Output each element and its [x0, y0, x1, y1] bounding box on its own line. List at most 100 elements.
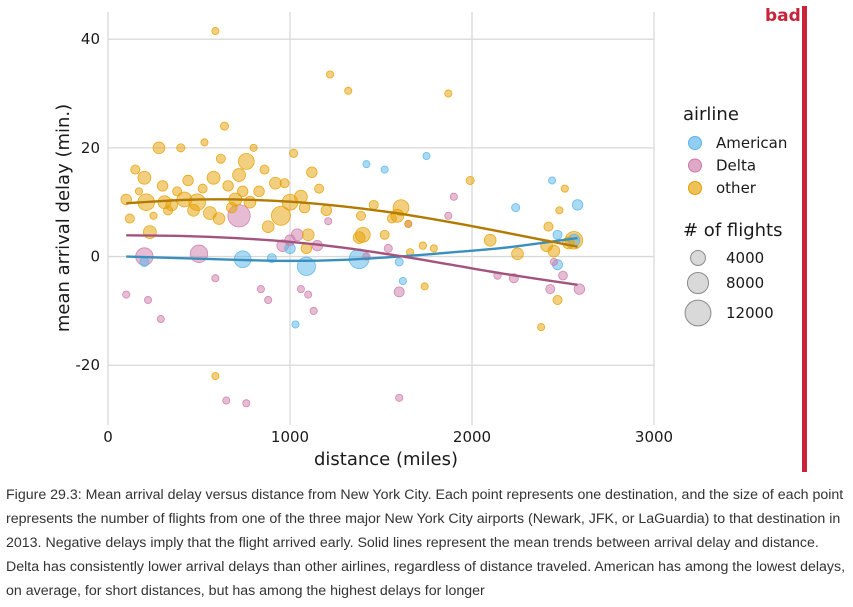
point-delta	[284, 234, 296, 246]
point-other	[444, 89, 453, 98]
point-delta	[395, 393, 404, 402]
y-tick-label: 0	[90, 248, 100, 266]
point-other	[465, 175, 475, 185]
point-other	[222, 180, 234, 192]
point-other	[511, 247, 524, 261]
legend-size-label: 4000	[726, 249, 764, 267]
point-other	[211, 27, 220, 36]
point-delta	[144, 296, 153, 305]
point-delta	[558, 270, 568, 281]
point-delta	[256, 285, 265, 294]
point-other	[352, 231, 366, 244]
point-other	[279, 178, 290, 189]
point-other	[429, 244, 438, 253]
point-other	[206, 170, 221, 185]
point-other	[156, 180, 169, 192]
y-tick-label: 40	[81, 30, 100, 48]
figure-caption: Figure 29.3: Mean arrival delay versus d…	[6, 487, 846, 599]
point-other	[226, 201, 238, 214]
point-other	[152, 141, 166, 155]
point-other	[379, 229, 390, 240]
legend-size-label: 12000	[726, 304, 774, 322]
point-other	[420, 282, 429, 291]
point-other	[326, 70, 335, 79]
legend-color-title: airline	[683, 104, 739, 125]
point-delta	[309, 306, 318, 315]
point-american	[422, 152, 431, 161]
point-other	[314, 183, 325, 194]
point-other	[547, 244, 561, 258]
point-other	[249, 143, 258, 152]
x-axis-title: distance (miles)	[314, 449, 458, 470]
x-tick-label: 1000	[271, 428, 309, 446]
point-other	[537, 323, 546, 332]
point-other	[232, 168, 246, 182]
point-other	[130, 164, 141, 175]
point-other	[560, 184, 569, 193]
legend-size-circle	[684, 299, 712, 327]
point-other	[404, 219, 413, 228]
legend-swatch-delta	[688, 158, 702, 173]
point-american	[398, 276, 407, 285]
point-other	[215, 153, 226, 164]
point-american	[394, 257, 404, 267]
point-other	[368, 199, 379, 210]
point-other	[270, 205, 291, 226]
point-other	[306, 166, 318, 178]
point-other	[552, 295, 563, 305]
x-tick-label: 3000	[635, 428, 673, 446]
y-tick-label: -20	[76, 356, 101, 374]
plot-panel	[108, 12, 654, 425]
point-delta	[449, 192, 458, 201]
point-other	[356, 210, 366, 221]
bad-label: bad	[765, 6, 801, 26]
point-other	[301, 228, 315, 242]
y-axis-title: mean arrival delay (min.)	[53, 104, 74, 332]
point-delta	[296, 285, 305, 294]
point-other	[200, 138, 209, 147]
point-other	[555, 206, 564, 215]
point-other	[163, 205, 174, 216]
point-delta	[264, 296, 273, 305]
point-other	[172, 186, 183, 197]
x-axis-ticks: 0 1000 2000 3000	[103, 428, 673, 446]
point-other	[543, 221, 554, 232]
point-delta	[573, 283, 586, 295]
point-american	[571, 199, 584, 211]
point-other	[149, 211, 158, 220]
trend-line-american	[126, 236, 578, 263]
trend-line-other	[126, 198, 578, 248]
legend-size-circle	[686, 271, 710, 295]
point-american	[380, 165, 389, 174]
point-other	[261, 220, 275, 233]
point-american	[362, 160, 371, 169]
point-delta	[545, 284, 556, 295]
point-other	[386, 213, 397, 224]
point-other	[418, 241, 427, 250]
trend-line-delta	[126, 234, 578, 286]
point-delta	[304, 290, 313, 299]
point-other	[197, 183, 208, 194]
point-other	[182, 174, 194, 187]
point-other	[134, 187, 143, 196]
point-american	[552, 229, 563, 240]
legend-label-other: other	[716, 179, 757, 197]
legend-swatch-other	[688, 181, 702, 195]
legend-swatch-american	[688, 136, 702, 150]
point-other	[212, 212, 226, 225]
point-american	[548, 176, 557, 185]
point-other	[320, 204, 333, 217]
point-delta	[549, 257, 558, 266]
point-delta	[211, 274, 220, 283]
point-other	[219, 121, 229, 131]
point-other	[253, 185, 265, 198]
point-american	[511, 203, 521, 213]
y-tick-label: 20	[81, 139, 100, 157]
point-other	[483, 233, 497, 247]
point-american	[291, 320, 300, 329]
point-other	[238, 153, 255, 170]
point-other	[176, 143, 186, 153]
x-tick-label: 0	[103, 428, 113, 446]
